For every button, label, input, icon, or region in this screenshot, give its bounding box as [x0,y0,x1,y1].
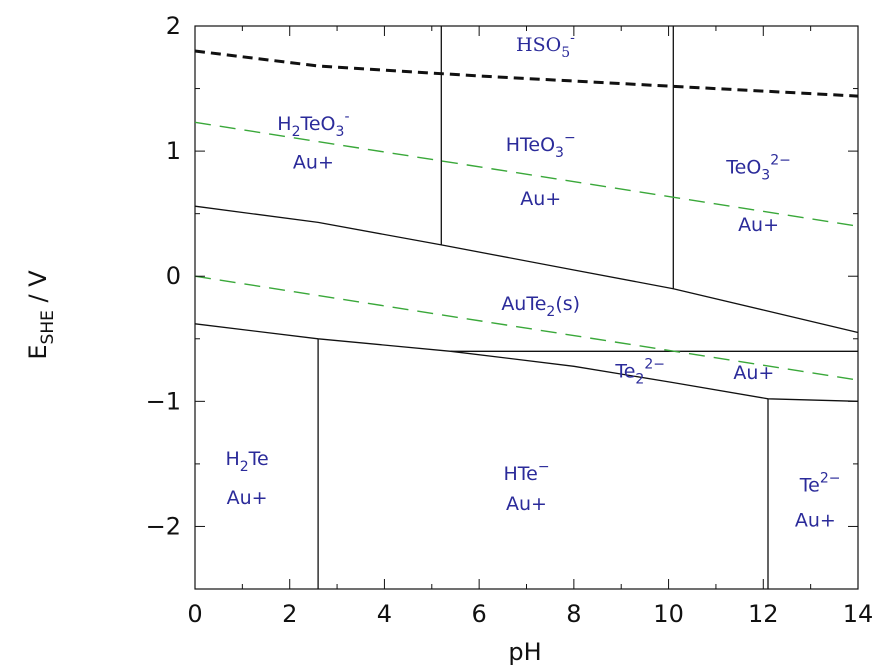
region-label-au2: Au+ [520,188,561,210]
label-part: H [277,113,291,135]
label-part: HSO [516,34,561,56]
x-tick-label: 10 [653,600,684,628]
x-tick-label: 0 [187,600,202,628]
region-label-au5: Au+ [227,487,268,509]
region-label-hteo3: HTeO3− [506,130,576,161]
label-part: TeO [725,157,761,179]
y-axis-title: ESHE / V [24,270,58,360]
region-label-au4: Au+ [733,362,774,384]
label-part: AuTe [501,293,546,315]
region-label-te: Te2− [799,470,841,496]
region-label-hte: HTe− [503,459,549,485]
x-axis-title: pH [508,638,541,666]
label-part: Au+ [506,493,547,515]
label-part: 2 [240,459,249,475]
label-part: 3 [336,124,345,140]
label-part: 2− [770,153,791,169]
label-part: − [564,130,576,146]
label-part: 2− [644,357,665,373]
label-part: Te [248,448,269,470]
label-part: 2 [292,124,301,140]
label-part: Au+ [733,362,774,384]
label-part: Te [799,474,820,496]
series-line-dashed-black [194,49,859,98]
region-label-aute2: AuTe2(s) [501,293,580,320]
y-tick-label: 1 [166,137,181,165]
region-label-au7: Au+ [795,509,836,531]
series-line-solid [194,205,859,334]
region-label-te2: Te22− [614,357,665,388]
y-tick-label: −1 [146,387,181,415]
x-tick-label: 6 [472,600,487,628]
y-tick-label: −2 [146,512,181,540]
y-tick-label: 2 [166,12,181,40]
region-labels: HSO5-H2TeO3-Au+HTeO3−Au+TeO32−Au+AuTe2(s… [225,30,840,531]
label-part: H [225,448,239,470]
region-label-teo3: TeO32− [725,153,791,184]
series-line-dashed-green [194,275,859,381]
label-part: Au+ [293,152,334,174]
x-tick-label: 14 [843,600,874,628]
series-layer [194,26,859,589]
region-label-au3: Au+ [738,214,779,236]
label-part: Au+ [227,487,268,509]
label-part: Au+ [795,509,836,531]
label-part: - [570,30,575,46]
y-tick-label: 0 [166,262,181,290]
region-label-hso5: HSO5- [516,30,575,61]
series-line-dashed-green [194,121,859,227]
label-part: (s) [555,293,580,315]
region-label-au6: Au+ [506,493,547,515]
label-part: 3 [761,168,770,184]
label-part: Au+ [520,188,561,210]
label-part: Te [614,361,635,383]
x-tick-label: 2 [282,600,297,628]
label-part: HTe [503,463,537,485]
x-tick-label: 12 [748,600,779,628]
label-part: 2 [635,372,644,388]
label-part: 5 [561,45,570,61]
region-label-h2teo3: H2TeO3- [277,109,349,140]
label-part: − [538,459,550,475]
x-tick-label: 8 [566,600,581,628]
region-label-h2te: H2Te [225,448,268,475]
label-part: 2 [546,304,555,320]
region-label-au1: Au+ [293,152,334,174]
label-part: HTeO [506,134,555,156]
label-part: Au+ [738,214,779,236]
label-part: - [344,109,349,125]
label-part: TeO [299,113,335,135]
label-part: 2− [820,470,841,486]
x-tick-label: 4 [377,600,392,628]
label-part: 3 [555,145,564,161]
